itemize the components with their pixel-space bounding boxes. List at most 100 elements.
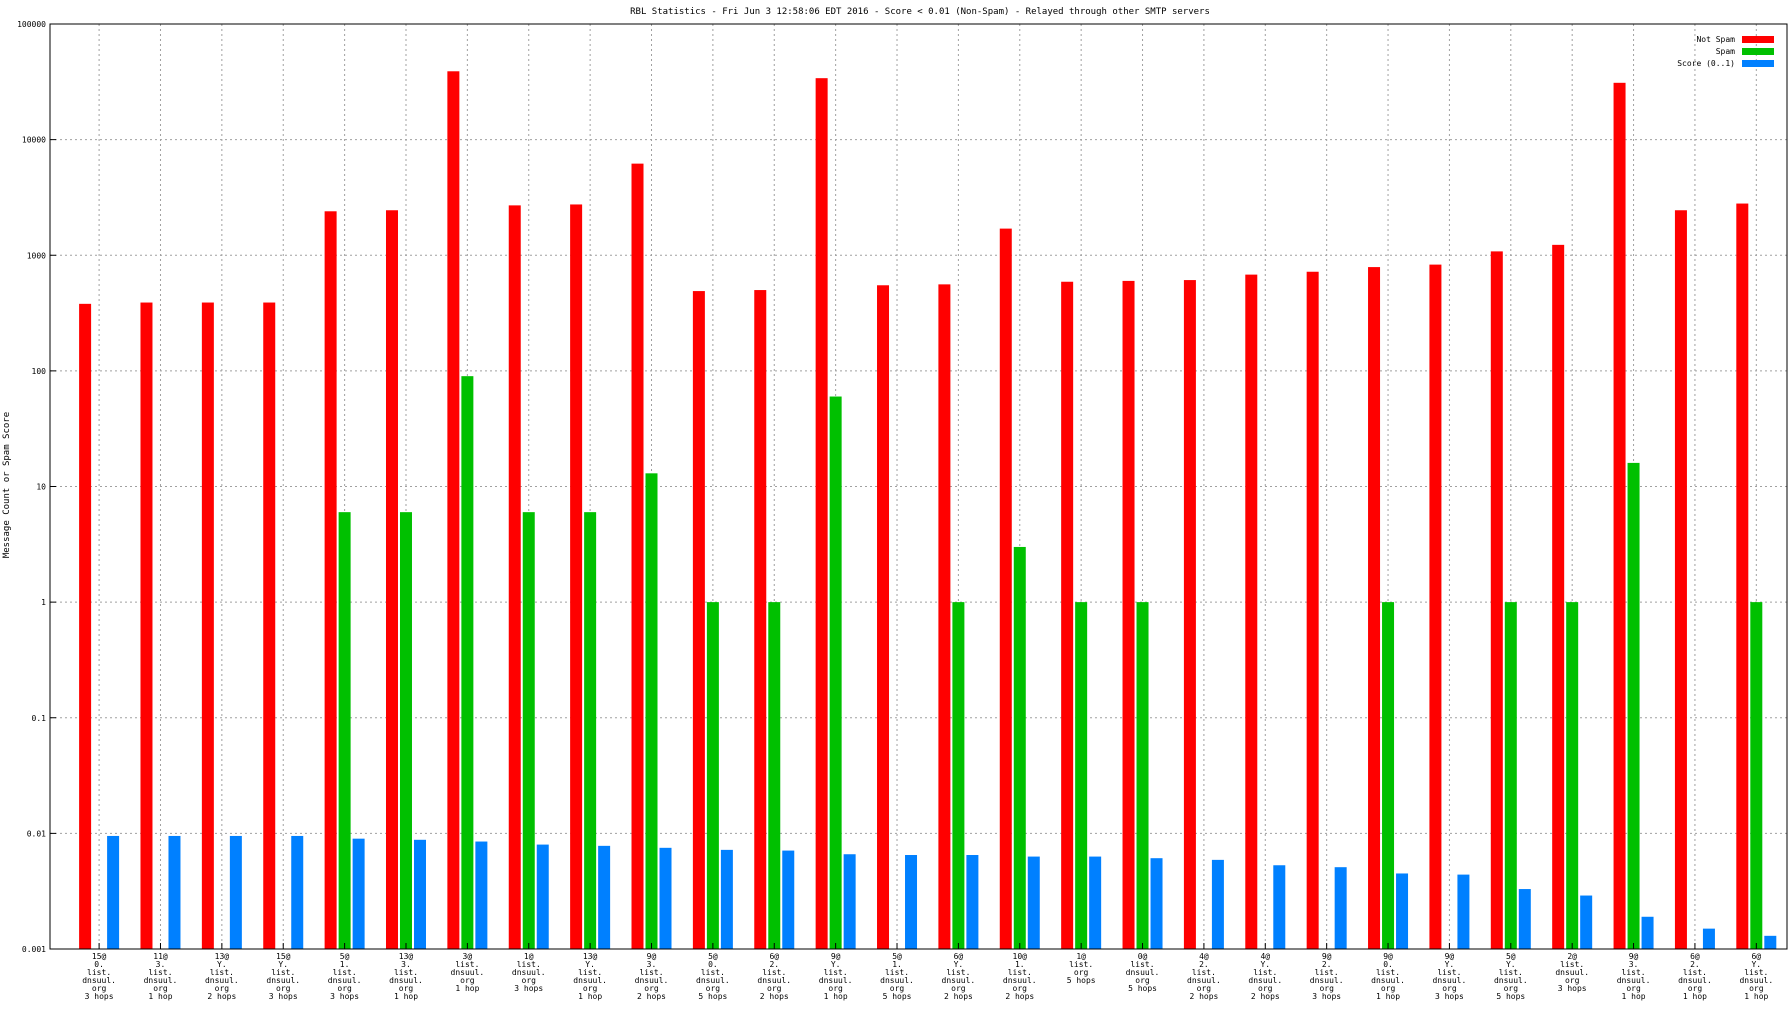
bar-spam [584,512,597,949]
bar-spam [522,512,535,949]
bar-score-0-1 [1027,856,1040,949]
bar-score-0-1 [720,849,733,949]
bar-spam [1504,602,1517,949]
x-tick-label: 9@ 3. list. dnsuul. org 2 hops [635,952,669,1001]
bar-spam [952,602,965,949]
x-tick-label: 9@ 3. list. dnsuul. org 1 hop [1617,952,1651,1001]
chart-title: RBL Statistics - Fri Jun 3 12:58:06 EDT … [630,7,1210,17]
x-tick-label: 13@ Y. list. dnsuul. org 2 hops [205,952,239,1001]
bar-score-0-1 [905,855,918,949]
y-axis-label: Message Count or Spam Score [2,412,12,558]
x-tick-label: 3@ list. dnsuul. org 1 hop [451,952,485,993]
bar-score-0-1 [229,835,242,949]
y-tick-label: 10000 [22,136,46,145]
bar-not-spam [201,302,214,949]
legend-label: Score (0..1) [1677,59,1735,68]
bar-not-spam [1061,281,1074,949]
x-tick-label: 1@ list. dnsuul. org 3 hops [512,952,546,993]
x-tick-label: 6@ 2. list. dnsuul. org 2 hops [757,952,791,1001]
bar-spam [1566,602,1579,949]
bar-score-0-1 [1457,874,1470,949]
bar-not-spam [1122,280,1135,950]
x-tick-label: 5@ 1. list. dnsuul. org 3 hops [328,952,362,1001]
bar-score-0-1 [843,854,856,949]
y-tick-label: 1000 [27,251,46,260]
bar-score-0-1 [598,845,611,949]
x-tick-label: 6@ 2. list. dnsuul. org 1 hop [1678,952,1712,1001]
bar-score-0-1 [1641,916,1654,949]
x-tick-label: 9@ Y. list. dnsuul. org 1 hop [819,952,853,1001]
bar-not-spam [508,205,521,950]
x-tick-label: 4@ Y. list. dnsuul. org 2 hops [1248,952,1282,1001]
y-tick-label: 100 [32,367,47,376]
bar-spam [829,396,842,950]
x-tick-label: 15@ 0. list. dnsuul. org 3 hops [82,952,116,1001]
bar-score-0-1 [536,844,549,949]
x-tick-label: 5@ Y. list. dnsuul. org 5 hops [1494,952,1528,1001]
bar-not-spam [815,78,828,950]
bar-score-0-1 [475,841,488,949]
bar-score-0-1 [1396,873,1409,949]
bar-not-spam [1306,271,1319,949]
bar-not-spam [263,302,276,949]
bar-score-0-1 [291,835,304,949]
x-tick-label: 15@ Y. list. dnsuul. org 3 hops [266,952,300,1001]
bar-score-0-1 [966,855,979,949]
bar-spam [1013,546,1026,949]
bar-score-0-1 [1764,935,1777,949]
bar-not-spam [692,291,705,950]
bar-not-spam [1490,251,1503,949]
x-tick-label: 4@ 2. list. dnsuul. org 2 hops [1187,952,1221,1001]
legend-swatch [1742,36,1774,43]
y-tick-labels: 0.001 0.01 0.1 1 10 100 1000 10000 100000 [17,20,56,954]
bar-not-spam [754,290,767,949]
bar-spam [1627,462,1640,949]
legend: Not Spam Spam Score (0..1) [1677,35,1774,68]
bar-not-spam [938,284,951,950]
bar-score-0-1 [782,850,795,949]
bar-not-spam [1674,210,1687,949]
x-tick-label: 1@ list. org 5 hops [1067,952,1096,985]
x-tick-label: 9@ 2. list. dnsuul. org 3 hops [1310,952,1344,1001]
bar-score-0-1 [1150,858,1163,949]
x-tick-label: 6@ Y. list. dnsuul. org 2 hops [942,952,976,1001]
bar-score-0-1 [1273,865,1286,949]
bar-spam [1382,602,1395,949]
bar-not-spam [877,285,890,949]
y-tick-label: 0.01 [27,829,46,838]
x-tick-label: 13@ Y. list. dnsuul. org 1 hop [573,952,607,1001]
bar-score-0-1 [1580,895,1593,949]
bar-not-spam [324,211,337,949]
bar-not-spam [1552,244,1565,949]
x-tick-label: 13@ 3. list. dnsuul. org 1 hop [389,952,423,1001]
bar-not-spam [570,204,583,950]
bar-not-spam [79,303,92,949]
bar-spam [706,602,719,949]
bar-not-spam [631,163,644,950]
x-tick-label: 2@ list. dnsuul. org 3 hops [1555,952,1589,993]
bar-not-spam [1613,82,1626,950]
bar-not-spam [1429,264,1442,950]
bar-score-0-1 [1702,928,1715,949]
bar-spam [645,473,658,949]
bar-score-0-1 [168,835,181,949]
bar-score-0-1 [1334,867,1347,949]
x-tick-label: 5@ 1. list. dnsuul. org 5 hops [880,952,914,1001]
bar-score-0-1 [1211,859,1224,949]
bar-score-0-1 [413,839,426,949]
bar-score-0-1 [107,835,120,949]
bar-spam [1075,602,1088,949]
bar-not-spam [999,228,1012,949]
legend-label: Not Spam [1696,35,1735,44]
bar-spam [399,512,412,949]
grid-layer [50,23,1787,950]
legend-swatch [1742,48,1774,55]
y-tick-label: 100000 [17,20,46,29]
y-tick-label: 10 [36,483,46,492]
bar-score-0-1 [352,838,365,949]
bar-not-spam [385,210,398,949]
y-tick-label: 0.1 [32,714,47,723]
bar-not-spam [1183,280,1196,949]
legend-swatch [1742,60,1774,67]
